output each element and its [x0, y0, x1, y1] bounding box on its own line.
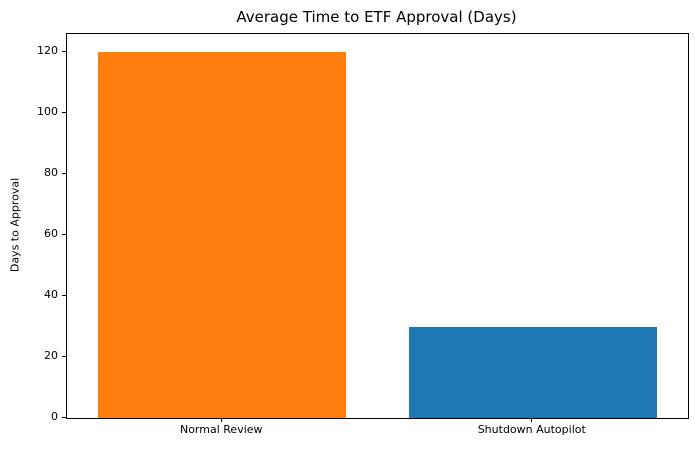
- y-tick-mark-120: [62, 50, 66, 52]
- y-tick-label-100: 100: [37, 105, 58, 119]
- bar-normal-review: [98, 52, 347, 418]
- y-tick-mark-100: [62, 111, 66, 113]
- y-tick-mark-0: [62, 416, 66, 418]
- x-tick-mark-normal-review: [220, 418, 222, 422]
- y-tick-mark-20: [62, 355, 66, 357]
- y-tick-mark-40: [62, 294, 66, 296]
- y-tick-label-60: 60: [44, 227, 58, 241]
- chart-title: Average Time to ETF Approval (Days): [236, 8, 517, 26]
- y-tick-mark-60: [62, 233, 66, 235]
- bar-shutdown-autopilot: [408, 326, 657, 418]
- x-tick-mark-shutdown-autopilot: [531, 418, 533, 422]
- y-tick-mark-80: [62, 172, 66, 174]
- x-tick-label-normal-review: Normal Review: [179, 423, 263, 436]
- y-tick-label-0: 0: [51, 410, 58, 423]
- y-tick-label-120: 120: [37, 44, 58, 58]
- plot-area: [66, 33, 689, 419]
- y-tick-label-20: 20: [44, 349, 58, 363]
- x-tick-label-shutdown-autopilot: Shutdown Autopilot: [477, 423, 586, 436]
- y-tick-label-80: 80: [44, 166, 58, 180]
- y-axis-label: Days to Approval: [8, 177, 22, 273]
- y-tick-label-40: 40: [44, 288, 58, 302]
